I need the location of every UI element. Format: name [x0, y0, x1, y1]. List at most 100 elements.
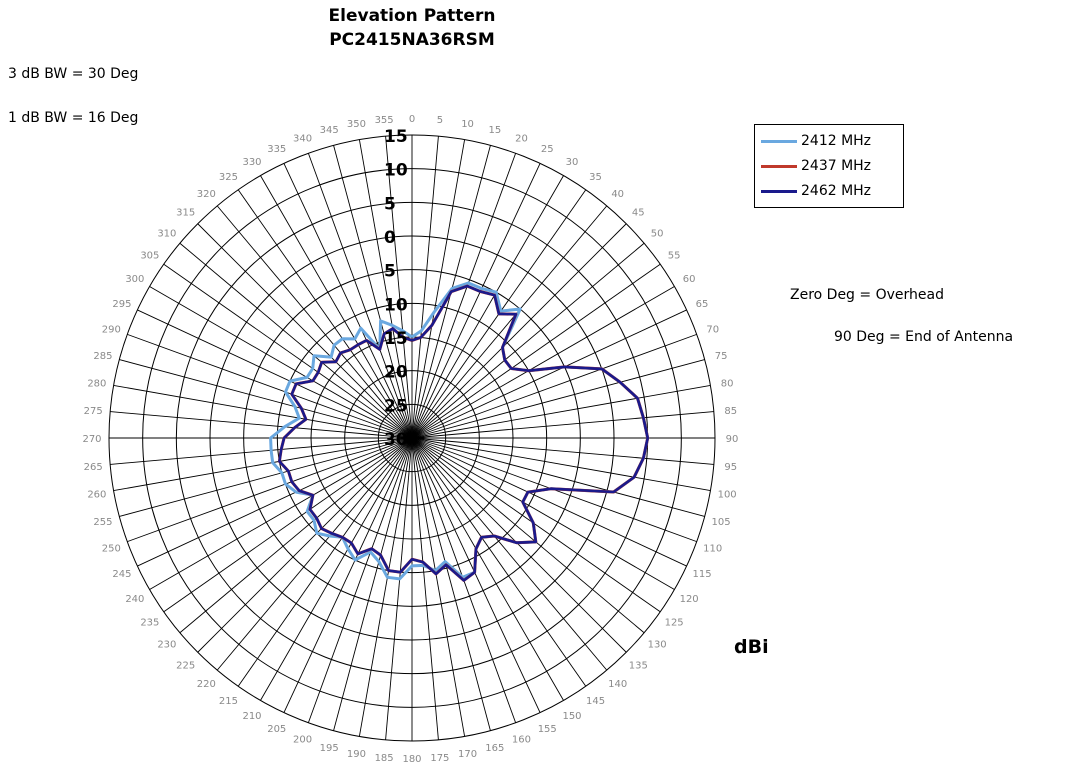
grid-spoke — [216, 437, 413, 671]
grid-spoke — [119, 437, 413, 517]
radial-tick-label: 25 — [384, 396, 408, 416]
radial-tick-label: 5 — [384, 194, 396, 214]
grid-spoke — [307, 437, 413, 723]
grid-spoke — [411, 437, 587, 687]
angle-tick-label: 200 — [293, 735, 312, 746]
angle-tick-label: 195 — [320, 743, 339, 754]
angle-tick-label: 0 — [409, 114, 415, 125]
angle-tick-label: 10 — [461, 119, 474, 130]
grid-spoke — [110, 437, 413, 465]
angle-tick-label: 20 — [515, 133, 528, 144]
angle-tick-label: 325 — [219, 172, 238, 183]
angle-tick-label: 280 — [87, 378, 106, 389]
radial-tick-label: 10 — [384, 295, 408, 315]
angle-tick-label: 110 — [703, 543, 722, 554]
angle-tick-label: 60 — [683, 274, 696, 285]
grid-spoke — [411, 437, 541, 713]
angle-tick-label: 75 — [715, 351, 728, 362]
legend-swatch-2412 — [761, 139, 797, 143]
angle-tick-label: 25 — [541, 144, 554, 155]
radial-tick-label: 5 — [384, 262, 396, 282]
grid-spoke — [237, 437, 413, 687]
grid-spoke — [113, 437, 413, 492]
grid-spoke — [137, 309, 413, 439]
angle-tick-label: 250 — [102, 543, 121, 554]
grid-spoke — [137, 437, 413, 567]
angle-tick-label: 95 — [724, 462, 737, 473]
grid-spoke — [163, 437, 413, 613]
legend-item-2412: 2412 MHz — [761, 129, 871, 153]
grid-spoke — [179, 437, 413, 634]
radial-tick-label: 30 — [384, 430, 408, 450]
grid-spoke — [411, 263, 661, 439]
grid-spoke — [283, 163, 413, 439]
angle-tick-label: 150 — [562, 711, 581, 722]
angle-tick-label: 30 — [566, 157, 579, 168]
angle-tick-label: 175 — [430, 753, 449, 764]
grid-spoke — [411, 437, 675, 590]
legend-swatch-2462 — [761, 189, 797, 193]
angle-tick-label: 70 — [706, 325, 719, 336]
angle-tick-label: 65 — [696, 299, 709, 310]
grid-ring — [243, 269, 581, 607]
grid-spoke — [333, 437, 413, 731]
radial-tick-label: 15 — [384, 127, 408, 147]
angle-tick-label: 120 — [680, 594, 699, 605]
grid-ring — [344, 370, 480, 506]
angle-tick-label: 160 — [512, 735, 531, 746]
angle-tick-label: 105 — [712, 517, 731, 528]
grid-spoke — [237, 189, 413, 439]
angle-tick-label: 310 — [157, 228, 176, 239]
grid-spoke — [411, 223, 627, 439]
grid-spoke — [411, 286, 675, 439]
grid-spoke — [411, 437, 645, 634]
angle-tick-label: 130 — [648, 640, 667, 651]
angle-tick-label: 285 — [93, 351, 112, 362]
angle-tick-label: 125 — [665, 618, 684, 629]
angle-tick-label: 170 — [458, 749, 477, 760]
grid-spoke — [411, 437, 661, 613]
angle-tick-label: 35 — [589, 172, 602, 183]
grid-spoke — [411, 205, 608, 439]
grid-spoke — [163, 263, 413, 439]
angle-tick-label: 15 — [488, 125, 501, 136]
angle-tick-label: 255 — [93, 517, 112, 528]
grid-spoke — [411, 309, 687, 439]
grid-spoke — [411, 411, 714, 439]
grid-spoke — [149, 286, 413, 439]
legend-label-2462: 2462 MHz — [801, 183, 872, 199]
angle-tick-label: 50 — [651, 228, 664, 239]
annotation-ninety-deg: 90 Deg = End of Antenna — [834, 329, 1014, 345]
grid-spoke — [197, 437, 413, 653]
grid-spoke — [411, 437, 439, 740]
angle-tick-label: 5 — [437, 115, 443, 126]
series-group — [269, 281, 650, 582]
legend: 2412 MHz 2437 MHz 2462 MHz — [754, 124, 904, 208]
angle-tick-label: 165 — [485, 743, 504, 754]
grid-spoke — [127, 437, 413, 543]
angle-tick-label: 235 — [140, 618, 159, 629]
grid-spoke — [358, 437, 413, 737]
chart-title: Elevation Pattern — [328, 6, 496, 26]
radial-tick-label: 10 — [384, 161, 408, 181]
grid-spoke — [411, 333, 697, 439]
annotation-zero-deg: Zero Deg = Overhead — [790, 287, 944, 303]
angle-tick-label: 305 — [140, 250, 159, 261]
grid-ring — [276, 302, 548, 574]
legend-item-2462: 2462 MHz — [761, 179, 871, 203]
polar-grid — [108, 134, 716, 742]
grid-spoke — [411, 242, 645, 439]
angle-tick-label: 300 — [125, 274, 144, 285]
grid-spoke — [411, 139, 466, 439]
grid-spoke — [119, 359, 413, 439]
angle-tick-label: 270 — [82, 434, 101, 445]
legend-label-2412: 2412 MHz — [801, 133, 872, 149]
angle-tick-label: 240 — [125, 594, 144, 605]
grid-spoke — [385, 136, 413, 439]
grid-spoke — [179, 242, 413, 439]
angle-tick-label: 350 — [347, 119, 366, 130]
grid-spoke — [411, 175, 564, 439]
axis-labels: 0 5 10152025303540455055606570758085909510… — [82, 114, 738, 765]
annotation-1db-bw: 1 dB BW = 16 Deg — [8, 110, 139, 126]
